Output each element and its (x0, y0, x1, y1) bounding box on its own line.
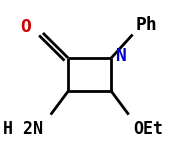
Text: H 2N: H 2N (3, 120, 43, 138)
Text: Ph: Ph (135, 16, 157, 34)
Text: OEt: OEt (133, 120, 163, 138)
Text: O: O (20, 18, 31, 36)
Text: N: N (116, 47, 127, 65)
